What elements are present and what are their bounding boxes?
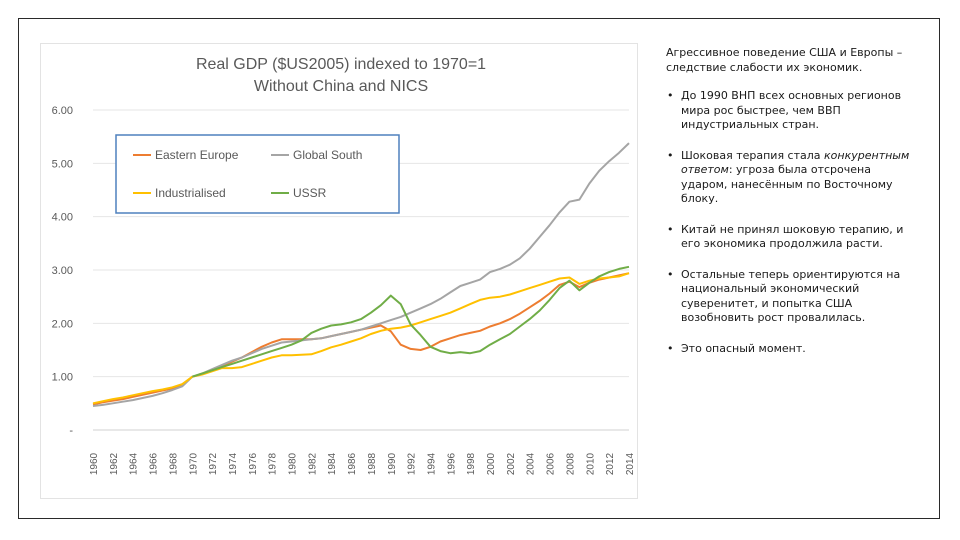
x-tick-label: 2008 — [565, 452, 576, 475]
chart-panel: Real GDP ($US2005) indexed to 1970=1 Wit… — [40, 43, 638, 499]
x-tick-label: 2000 — [486, 452, 497, 475]
x-tick-label: 2010 — [585, 452, 596, 475]
legend-label: Global South — [293, 148, 362, 162]
x-tick-label: 2014 — [625, 452, 636, 475]
x-tick-label: 1964 — [129, 452, 140, 475]
y-tick-label: 5.00 — [52, 158, 73, 170]
legend-label: Eastern Europe — [155, 148, 239, 162]
x-tick-label: 2004 — [526, 452, 537, 475]
note-item: • Это опасный момент. — [666, 342, 916, 357]
bullet-icon: • — [667, 341, 674, 355]
note-item: • Остальные теперь ориентируются на нацио… — [666, 268, 916, 326]
note-item: • До 1990 ВНП всех основных регионов мира… — [666, 89, 916, 133]
series-line-global-south — [92, 142, 630, 407]
x-tick-label: 1986 — [347, 452, 358, 475]
x-tick-label: 1982 — [307, 452, 318, 475]
note-text-italic: конкурентным ответом — [681, 148, 910, 177]
x-axis: 1960 1962 1964 1966 1968 1970 1972 1974 1976 1978… — [89, 429, 636, 475]
line-chart: Real GDP ($US2005) indexed to 1970=1 Wit… — [52, 56, 636, 475]
x-tick-label: 1980 — [288, 452, 299, 475]
x-tick-label: 1978 — [268, 452, 279, 475]
x-tick-label: 1992 — [407, 452, 418, 475]
x-tick-label: 1996 — [446, 452, 457, 475]
chart-title: Real GDP ($US2005) indexed to 1970=1 — [196, 56, 486, 73]
slide-frame — [18, 18, 940, 519]
note-text-post: : угроза была отсрочена ударом, нанесённ… — [681, 163, 893, 205]
legend-label: USSR — [293, 186, 327, 200]
bullet-icon: • — [667, 89, 674, 102]
x-tick-label: 1988 — [367, 452, 378, 475]
note-item: • Шоковая терапия стала конкурентным отве… — [666, 149, 916, 207]
x-tick-label: 2002 — [506, 452, 517, 475]
note-item: • Китай не принял шоковую терапию, и его … — [666, 223, 916, 252]
x-tick-label: 2012 — [605, 452, 616, 475]
legend-label: Industrialised — [155, 186, 226, 200]
notes-list: • До 1990 ВНП всех основных регионов мира… — [666, 89, 916, 356]
note-text: Это опасный момент. — [681, 341, 806, 355]
bullet-icon: • — [667, 148, 674, 162]
series-lines — [92, 142, 630, 407]
y-tick-label: 1.00 — [52, 372, 73, 384]
note-text-pre: Шоковая терапия стала — [681, 148, 825, 162]
note-text: До 1990 ВНП всех основных регионов мира … — [681, 89, 902, 131]
x-tick-label: 1990 — [387, 452, 398, 475]
x-tick-label: 1984 — [327, 452, 338, 475]
x-tick-label: 1974 — [228, 452, 239, 475]
x-tick-label: 1970 — [188, 452, 199, 475]
y-tick-label: 3.00 — [52, 265, 73, 277]
notes-intro: Агрессивное поведение США и Европы – сле… — [666, 46, 903, 74]
x-tick-label: 1998 — [466, 452, 477, 475]
y-tick-label: 4.00 — [52, 212, 73, 224]
x-tick-label: 2006 — [546, 452, 557, 475]
x-tick-label: 1962 — [109, 452, 120, 475]
note-text: Остальные теперь ориентируются на национ… — [681, 267, 901, 325]
x-tick-label: 1976 — [248, 452, 259, 475]
legend: Eastern Europe Global South Industrialised… — [115, 134, 400, 214]
notes-panel: Агрессивное поведение США и Европы – сле… — [666, 46, 916, 372]
series-line-industrialised — [92, 272, 630, 405]
x-tick-label: 1968 — [168, 452, 179, 475]
y-tick-label: 6.00 — [52, 105, 73, 117]
legend-box — [115, 134, 400, 214]
x-tick-label: 1972 — [208, 452, 219, 475]
chart-subtitle: Without China and NICS — [254, 78, 428, 95]
x-tick-label: 1966 — [149, 452, 160, 475]
note-text: Китай не принял шоковую терапию, и его э… — [681, 222, 904, 251]
y-tick-label: - — [69, 425, 73, 437]
y-tick-label: 2.00 — [52, 318, 73, 330]
x-tick-label: 1994 — [426, 452, 437, 475]
bullet-icon: • — [667, 222, 674, 236]
x-tick-label: 1960 — [89, 452, 100, 475]
bullet-icon: • — [667, 267, 674, 281]
series-line-ussr — [191, 265, 630, 378]
y-axis: 6.00 5.00 4.00 3.00 2.00 1.00 - — [52, 105, 74, 437]
